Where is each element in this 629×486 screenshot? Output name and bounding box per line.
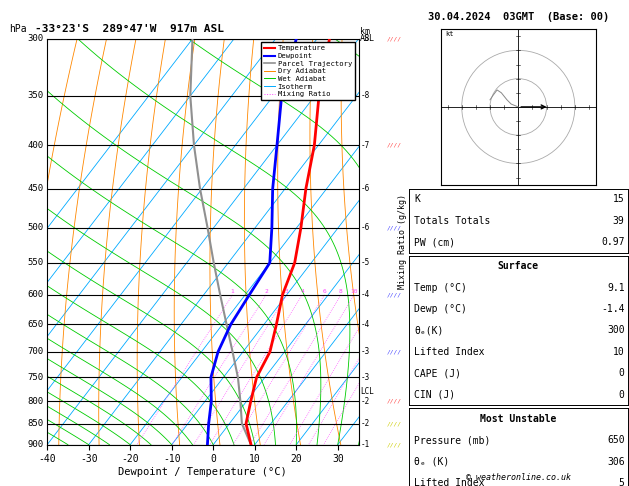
Text: 300: 300 [28,35,44,43]
Text: 9.1: 9.1 [607,283,625,293]
Text: PW (cm): PW (cm) [414,237,455,247]
Text: CAPE (J): CAPE (J) [414,368,461,378]
Text: -8: -8 [360,91,370,100]
Text: 0.97: 0.97 [601,237,625,247]
Text: 30.04.2024  03GMT  (Base: 00): 30.04.2024 03GMT (Base: 00) [428,12,609,22]
Text: -4: -4 [360,291,370,299]
Text: -8: -8 [360,35,370,43]
Text: 4: 4 [300,289,304,294]
Text: ////: //// [387,143,402,148]
Text: θₑ (K): θₑ (K) [414,457,449,467]
Text: ////: //// [387,442,402,447]
Text: km: km [360,27,370,36]
Text: CIN (J): CIN (J) [414,390,455,399]
Text: Pressure (mb): Pressure (mb) [414,435,490,445]
Text: © weatheronline.co.uk: © weatheronline.co.uk [466,473,571,482]
Text: 39: 39 [613,216,625,226]
Text: ////: //// [387,349,402,354]
Text: 850: 850 [28,419,44,428]
Text: 400: 400 [28,140,44,150]
Text: -2: -2 [360,397,370,406]
Text: ////: //// [387,225,402,230]
Text: 300: 300 [607,326,625,335]
Text: -3: -3 [360,373,370,382]
Text: ////: //// [387,293,402,297]
Text: 2: 2 [264,289,268,294]
Text: 700: 700 [28,347,44,356]
Text: Totals Totals: Totals Totals [414,216,490,226]
Text: 550: 550 [28,258,44,267]
Text: ASL: ASL [360,34,375,43]
Text: Temp (°C): Temp (°C) [414,283,467,293]
Text: 1: 1 [231,289,235,294]
Text: 750: 750 [28,373,44,382]
Text: 600: 600 [28,291,44,299]
Text: 6: 6 [323,289,326,294]
Text: ////: //// [387,421,402,426]
Text: -4: -4 [360,320,370,329]
Text: ////: //// [387,399,402,404]
Text: 0: 0 [619,390,625,399]
Text: kt: kt [445,31,454,37]
Text: 800: 800 [28,397,44,406]
Text: -2: -2 [360,419,370,428]
Text: 15: 15 [613,194,625,204]
Text: 650: 650 [607,435,625,445]
Text: 900: 900 [28,440,44,449]
Text: Lifted Index: Lifted Index [414,478,484,486]
Text: ////: //// [387,36,402,41]
Text: -3: -3 [360,347,370,356]
Text: -5: -5 [360,258,370,267]
Text: Most Unstable: Most Unstable [480,414,557,424]
Text: K: K [414,194,420,204]
Text: -6: -6 [360,184,370,193]
Text: 8: 8 [339,289,343,294]
X-axis label: Dewpoint / Temperature (°C): Dewpoint / Temperature (°C) [118,467,287,477]
Text: -33°23'S  289°47'W  917m ASL: -33°23'S 289°47'W 917m ASL [35,24,223,34]
Text: LCL: LCL [360,387,374,396]
Text: 10: 10 [613,347,625,357]
Text: 350: 350 [28,91,44,100]
Text: -6: -6 [360,223,370,232]
Text: 500: 500 [28,223,44,232]
Text: 10: 10 [350,289,358,294]
Text: hPa: hPa [9,24,27,34]
Text: 3: 3 [285,289,289,294]
Text: 306: 306 [607,457,625,467]
Legend: Temperature, Dewpoint, Parcel Trajectory, Dry Adiabat, Wet Adiabat, Isotherm, Mi: Temperature, Dewpoint, Parcel Trajectory… [261,42,355,100]
Text: 650: 650 [28,320,44,329]
Text: θₑ(K): θₑ(K) [414,326,443,335]
Text: 5: 5 [619,478,625,486]
Text: Dewp (°C): Dewp (°C) [414,304,467,314]
Text: Mixing Ratio (g/kg): Mixing Ratio (g/kg) [398,194,407,289]
Text: -7: -7 [360,140,370,150]
Text: -1: -1 [360,440,370,449]
Text: 450: 450 [28,184,44,193]
Text: -1.4: -1.4 [601,304,625,314]
Text: Lifted Index: Lifted Index [414,347,484,357]
Text: Surface: Surface [498,261,539,271]
Text: 0: 0 [619,368,625,378]
